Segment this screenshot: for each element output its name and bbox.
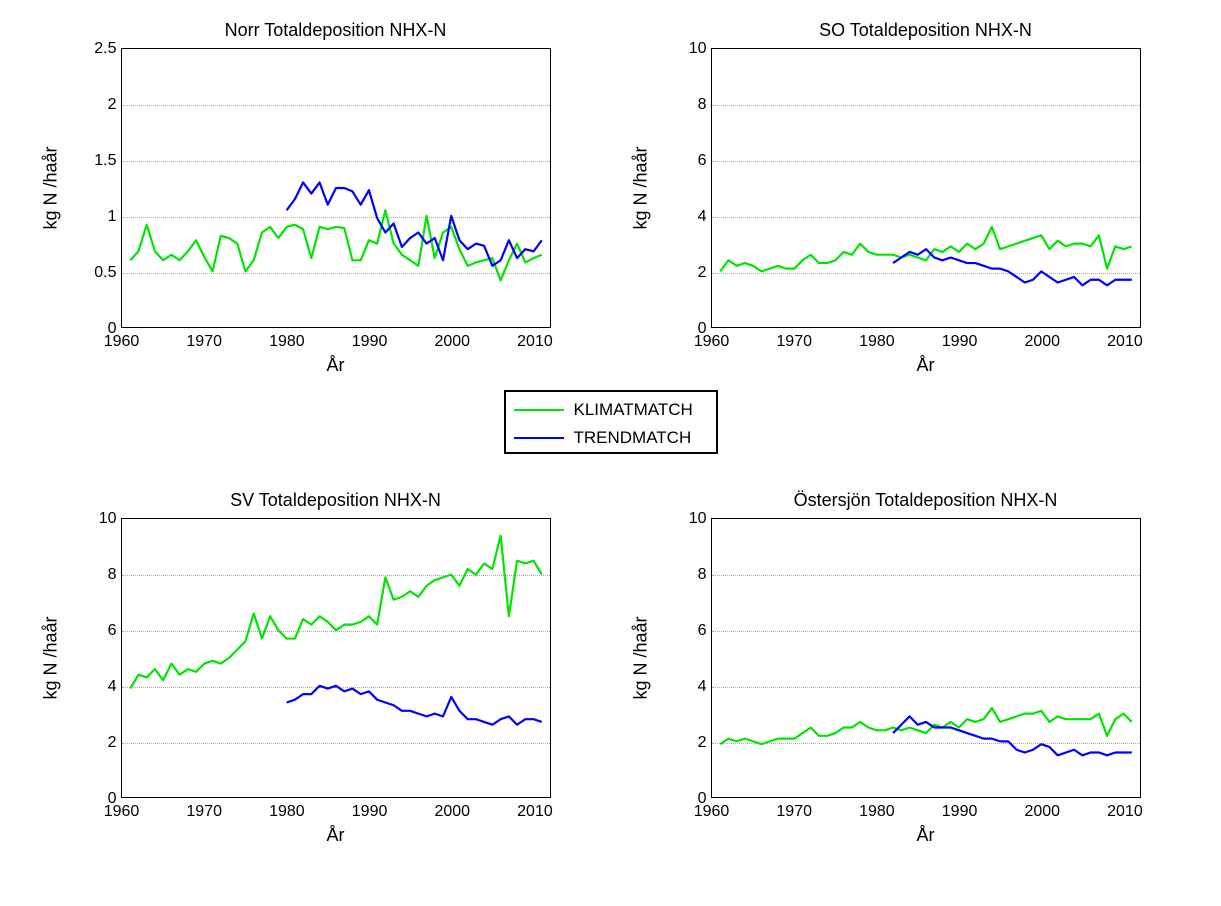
axes: 00.511.522.5196019701980199020002010 (121, 48, 551, 328)
y-tick-label: 8 (82, 566, 117, 584)
subplot-br: Östersjön Totaldeposition NHX-Nkg N /haå… (651, 490, 1161, 850)
subplot-tr: SO Totaldeposition NHX-Nkg N /haår024681… (651, 20, 1161, 380)
axes: 0246810196019701980199020002010 (711, 48, 1141, 328)
series-layer (122, 519, 550, 797)
y-tick-label: 2.5 (82, 40, 117, 58)
y-axis-label: kg N /haår (40, 616, 61, 699)
axes: 0246810196019701980199020002010 (121, 518, 551, 798)
series-line (893, 716, 1132, 755)
x-axis-label: År (711, 825, 1141, 846)
y-tick-label: 2 (82, 734, 117, 752)
series-layer (712, 519, 1140, 797)
x-tick-label: 1980 (859, 333, 895, 351)
y-tick-label: 1 (82, 208, 117, 226)
y-tick-label: 2 (672, 734, 707, 752)
legend-swatch-trendmatch (514, 437, 564, 439)
plot-title: Norr Totaldeposition NHX-N (121, 20, 551, 41)
y-axis-label: kg N /haår (630, 146, 651, 229)
x-tick-label: 1960 (104, 333, 140, 351)
series-line (130, 536, 541, 689)
x-tick-label: 1990 (352, 803, 388, 821)
plot-title: Östersjön Totaldeposition NHX-N (711, 490, 1141, 511)
x-tick-label: 1990 (942, 333, 978, 351)
legend-row: KLIMATMATCH (514, 396, 708, 424)
x-axis-label: År (121, 825, 551, 846)
y-tick-label: 10 (672, 510, 707, 528)
x-tick-label: 2010 (517, 333, 553, 351)
x-tick-label: 1970 (186, 803, 222, 821)
y-tick-label: 10 (672, 40, 707, 58)
y-tick-label: 6 (672, 152, 707, 170)
series-line (286, 686, 541, 725)
legend-label-trendmatch: TRENDMATCH (574, 428, 692, 448)
legend-row: TRENDMATCH (514, 424, 708, 452)
subplot-bl: SV Totaldeposition NHX-Nkg N /haår024681… (61, 490, 571, 850)
figure: Norr Totaldeposition NHX-N kg N /haår 00.5… (21, 20, 1201, 886)
x-tick-label: 1970 (776, 333, 812, 351)
legend: KLIMATMATCH TRENDMATCH (504, 390, 718, 454)
y-axis-label: kg N /haår (630, 616, 651, 699)
x-tick-label: 2000 (434, 803, 470, 821)
series-line (286, 182, 541, 265)
y-tick-label: 0.5 (82, 264, 117, 282)
x-tick-label: 2010 (1107, 803, 1143, 821)
axes: 0246810196019701980199020002010 (711, 518, 1141, 798)
x-tick-label: 2010 (1107, 333, 1143, 351)
y-tick-label: 10 (82, 510, 117, 528)
y-tick-label: 8 (672, 566, 707, 584)
x-tick-label: 1980 (269, 803, 305, 821)
x-tick-label: 1970 (186, 333, 222, 351)
x-tick-label: 1960 (694, 333, 730, 351)
y-axis-label: kg N /haår (40, 146, 61, 229)
subplot-tl: Norr Totaldeposition NHX-Nkg N /haår00.5… (61, 20, 571, 380)
y-tick-label: 8 (672, 96, 707, 114)
y-tick-label: 6 (672, 622, 707, 640)
legend-label-klimatmatch: KLIMATMATCH (574, 400, 693, 420)
y-tick-label: 2 (82, 96, 117, 114)
y-tick-label: 4 (672, 678, 707, 696)
series-line (720, 708, 1131, 744)
x-tick-label: 1980 (859, 803, 895, 821)
x-axis-label: År (121, 355, 551, 376)
y-tick-label: 1.5 (82, 152, 117, 170)
x-axis-label: År (711, 355, 1141, 376)
x-tick-label: 1970 (776, 803, 812, 821)
x-tick-label: 2000 (434, 333, 470, 351)
x-tick-label: 1960 (104, 803, 140, 821)
x-tick-label: 2000 (1024, 333, 1060, 351)
y-tick-label: 2 (672, 264, 707, 282)
x-tick-label: 2000 (1024, 803, 1060, 821)
x-tick-label: 1960 (694, 803, 730, 821)
series-layer (712, 49, 1140, 327)
x-tick-label: 1980 (269, 333, 305, 351)
y-tick-label: 4 (672, 208, 707, 226)
x-tick-label: 2010 (517, 803, 553, 821)
x-tick-label: 1990 (352, 333, 388, 351)
y-tick-label: 4 (82, 678, 117, 696)
plot-title: SO Totaldeposition NHX-N (711, 20, 1141, 41)
plot-title: SV Totaldeposition NHX-N (121, 490, 551, 511)
y-tick-label: 6 (82, 622, 117, 640)
x-tick-label: 1990 (942, 803, 978, 821)
series-layer (122, 49, 550, 327)
series-line (893, 249, 1132, 285)
legend-swatch-klimatmatch (514, 409, 564, 411)
